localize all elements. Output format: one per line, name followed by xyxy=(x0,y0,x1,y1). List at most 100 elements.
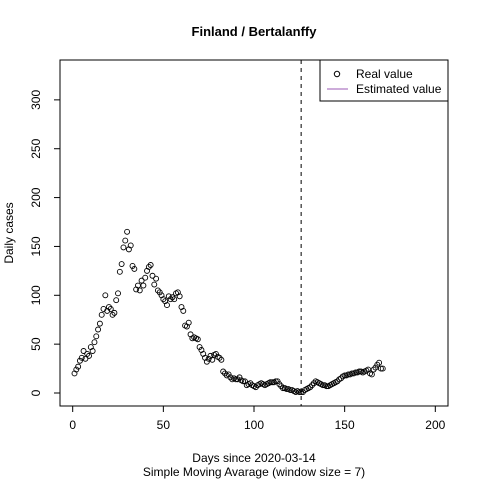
data-point xyxy=(374,361,381,368)
data-point xyxy=(151,281,158,288)
data-point xyxy=(84,350,91,357)
data-point xyxy=(169,294,176,301)
data-point xyxy=(86,352,92,359)
data-point xyxy=(227,374,234,381)
data-point xyxy=(156,289,163,296)
data-point xyxy=(309,382,315,389)
data-point xyxy=(142,274,149,281)
data-point xyxy=(334,378,341,385)
data-point xyxy=(149,272,156,279)
y-tick-label: 150 xyxy=(29,236,43,256)
data-point xyxy=(93,333,100,340)
y-tick-label: 200 xyxy=(29,187,43,207)
data-point xyxy=(377,365,384,372)
data-point xyxy=(78,354,85,361)
data-point xyxy=(154,287,161,294)
x-axis-sublabel: Simple Moving Avarage (window size = 7) xyxy=(143,465,365,479)
x-tick-label: 50 xyxy=(157,418,171,432)
x-axis-label: Days since 2020-03-14 xyxy=(192,451,316,465)
y-tick-label: 250 xyxy=(29,138,43,158)
data-point xyxy=(127,242,134,249)
data-point xyxy=(120,244,127,251)
x-tick-label: 100 xyxy=(244,418,264,432)
data-point xyxy=(296,389,303,395)
data-point xyxy=(345,371,352,378)
data-point xyxy=(131,265,138,272)
chart-title: Finland / Bertalanffy xyxy=(192,24,318,39)
data-point xyxy=(276,381,283,388)
x-tick-label: 0 xyxy=(69,418,76,432)
data-point xyxy=(118,261,125,267)
y-tick-label: 300 xyxy=(29,90,43,110)
data-points xyxy=(71,228,386,395)
data-point xyxy=(109,311,116,318)
data-point xyxy=(102,292,109,299)
data-point xyxy=(111,309,118,316)
data-point xyxy=(222,370,228,377)
data-point xyxy=(194,336,201,343)
data-point xyxy=(116,268,123,275)
data-point xyxy=(164,302,170,309)
data-point xyxy=(106,304,112,310)
data-point xyxy=(348,370,355,377)
data-point xyxy=(370,366,377,373)
data-point xyxy=(165,293,172,300)
data-point xyxy=(129,263,136,269)
data-point xyxy=(274,378,281,385)
data-point xyxy=(225,371,232,378)
legend-real-label: Real value xyxy=(356,67,413,81)
data-point xyxy=(113,297,120,304)
data-point xyxy=(323,383,330,390)
legend-real-marker xyxy=(333,70,341,78)
data-point xyxy=(160,296,167,303)
y-tick-label: 100 xyxy=(29,285,43,305)
data-point xyxy=(247,380,254,387)
data-point xyxy=(180,307,187,314)
data-point xyxy=(73,366,80,373)
data-point xyxy=(185,319,192,326)
data-point xyxy=(287,387,294,394)
legend-estimated-label: Estimated value xyxy=(356,82,442,96)
data-point xyxy=(341,372,348,379)
data-point xyxy=(167,296,174,303)
data-point xyxy=(307,384,314,391)
data-point xyxy=(95,326,102,333)
data-point xyxy=(176,293,183,300)
x-tick-label: 200 xyxy=(425,418,445,432)
y-tick-label: 0 xyxy=(29,389,43,396)
data-point xyxy=(352,369,359,376)
y-axis-label: Daily cases xyxy=(2,202,16,263)
data-point xyxy=(140,282,147,289)
data-point xyxy=(218,356,225,363)
data-point xyxy=(338,375,344,382)
axis-ticks: 0 50 100 150 200 0 50 100 150 200 250 300 xyxy=(29,90,446,432)
data-point xyxy=(145,264,152,270)
y-tick-label: 50 xyxy=(29,337,43,351)
data-point xyxy=(115,290,121,297)
data-point xyxy=(300,389,306,395)
data-point xyxy=(122,237,129,244)
data-point xyxy=(216,354,223,361)
data-point xyxy=(240,378,247,385)
data-point xyxy=(267,379,274,386)
plot-box xyxy=(59,59,449,407)
data-point xyxy=(80,348,87,354)
data-point xyxy=(89,348,96,354)
data-point xyxy=(236,374,243,381)
data-point xyxy=(283,386,290,393)
data-point xyxy=(107,306,114,312)
data-point xyxy=(76,357,83,364)
data-point xyxy=(205,355,212,362)
data-point xyxy=(82,355,89,362)
data-point xyxy=(124,228,131,235)
data-point xyxy=(209,356,216,363)
data-point xyxy=(372,364,379,371)
data-point xyxy=(220,368,227,375)
data-point xyxy=(379,365,386,372)
data-point xyxy=(368,371,375,378)
legend: Real value Estimated value xyxy=(319,59,449,102)
data-point xyxy=(234,376,241,383)
data-point xyxy=(75,363,82,370)
data-point xyxy=(203,358,210,365)
